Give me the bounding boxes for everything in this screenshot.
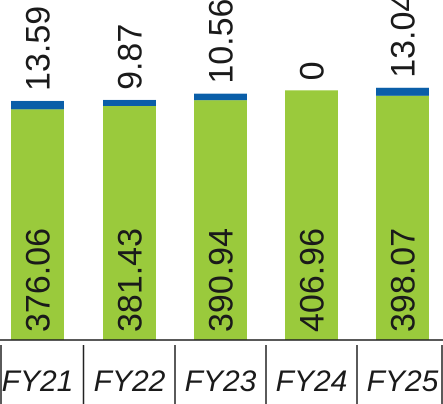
bar-base-fy25	[376, 95, 429, 340]
data-label-top-fy22: 9.87	[112, 24, 150, 90]
bars-group	[11, 87, 429, 340]
data-label-base-fy25: 398.07	[385, 228, 423, 332]
bar-base-fy21	[11, 109, 64, 340]
data-label-top-fy23: 10.56	[203, 0, 241, 84]
bar-base-fy24	[285, 90, 338, 340]
data-label-base-fy22: 381.43	[112, 228, 150, 332]
x-tick-label-fy22: FY22	[94, 365, 166, 398]
data-label-base-fy23: 390.94	[203, 228, 241, 332]
data-label-base-fy24: 406.96	[294, 228, 332, 332]
bar-base-fy22	[103, 105, 156, 340]
x-tick-label-fy25: FY25	[367, 365, 439, 398]
data-label-top-fy25: 13.04	[385, 0, 423, 78]
data-label-top-fy21: 13.59	[20, 6, 58, 91]
x-tick-label-fy23: FY23	[185, 365, 257, 398]
value-labels-group: 376.06 13.59 381.43 9.87 390.94 10.56 406.96 0 3…	[20, 0, 423, 332]
x-tick-label-fy21: FY21	[2, 365, 74, 398]
bar-base-fy23	[194, 100, 247, 340]
bar-top-fy22	[103, 99, 156, 106]
x-axis: FY21 FY22 FY23 FY24 FY25	[0, 339, 443, 404]
bar-top-fy25	[376, 87, 429, 96]
bar-top-fy23	[194, 93, 247, 101]
bar-top-fy21	[11, 100, 64, 110]
data-label-base-fy21: 376.06	[20, 228, 58, 332]
x-tick-label-fy24: FY24	[276, 365, 348, 398]
data-label-top-fy24: 0	[294, 61, 332, 80]
